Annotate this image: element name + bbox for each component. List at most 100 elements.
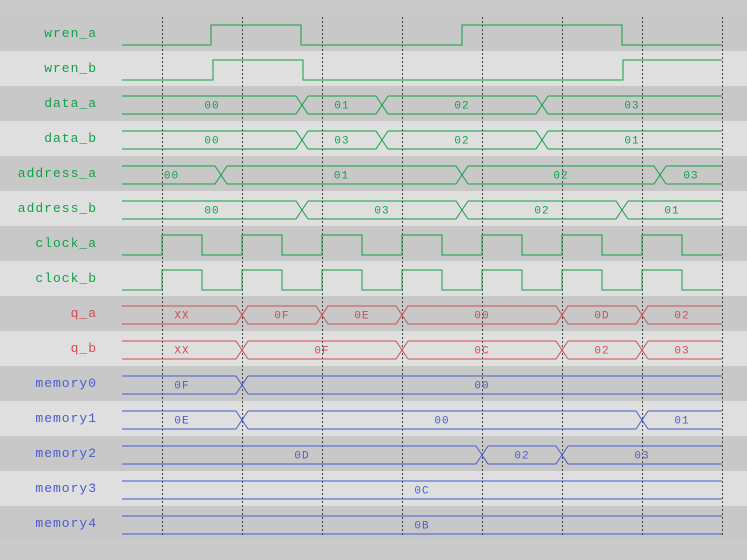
bus-top-data_a bbox=[122, 95, 722, 115]
bus-value-q_b-4: 03 bbox=[674, 346, 689, 358]
bus-value-address_a-1: 01 bbox=[334, 171, 349, 183]
bus-bottom-q_a bbox=[122, 305, 722, 325]
signal-name-memory0[interactable]: memory0 bbox=[35, 376, 97, 391]
bus-value-data_a-2: 02 bbox=[454, 101, 469, 113]
signal-row-stripe-clock_a bbox=[0, 226, 747, 261]
bus-bottom-q_b bbox=[122, 340, 722, 360]
bus-bottom-memory1 bbox=[122, 410, 722, 430]
signal-name-memory3[interactable]: memory3 bbox=[35, 481, 97, 496]
bus-value-memory1-1: 00 bbox=[434, 416, 449, 428]
wave-memory4[interactable]: 0B bbox=[122, 515, 722, 535]
signal-name-data_b[interactable]: data_b bbox=[44, 131, 97, 146]
bus-value-memory0-0: 0F bbox=[174, 381, 189, 393]
bus-bottom-data_b bbox=[122, 130, 722, 150]
signal-name-clock_a[interactable]: clock_a bbox=[35, 236, 97, 251]
bus-value-address_b-2: 02 bbox=[534, 206, 549, 218]
wave-address_b[interactable]: 00 03 02 01 bbox=[122, 200, 722, 220]
signal-row-stripe-wren_a bbox=[0, 16, 747, 51]
bit-wave-wren_a bbox=[122, 24, 722, 46]
bus-bottom-address_a bbox=[122, 165, 722, 185]
signal-name-memory2[interactable]: memory2 bbox=[35, 446, 97, 461]
bit-wave-clock_a bbox=[122, 234, 722, 256]
signal-row-stripe-wren_b bbox=[0, 51, 747, 86]
bus-value-q_b-1: 0F bbox=[314, 346, 329, 358]
bus-value-q_b-0: XX bbox=[174, 346, 189, 358]
bus-top-memory0 bbox=[122, 375, 722, 395]
bus-value-data_a-3: 03 bbox=[624, 101, 639, 113]
bus-value-q_b-2: 0C bbox=[474, 346, 489, 358]
wave-q_b[interactable]: XX 0F 0C 02 03 bbox=[122, 340, 722, 360]
wave-q_a[interactable]: XX 0F 0E 00 0D 02 bbox=[122, 305, 722, 325]
bus-value-memory2-2: 03 bbox=[634, 451, 649, 463]
bus-value-data_b-2: 02 bbox=[454, 136, 469, 148]
wave-memory0[interactable]: 0F 00 bbox=[122, 375, 722, 395]
bus-bottom-data_a bbox=[122, 95, 722, 115]
signal-row-stripe-memory3 bbox=[0, 471, 747, 506]
bus-value-data_a-1: 01 bbox=[334, 101, 349, 113]
signal-name-memory4[interactable]: memory4 bbox=[35, 516, 97, 531]
signal-name-memory1[interactable]: memory1 bbox=[35, 411, 97, 426]
bus-top-q_a bbox=[122, 305, 722, 325]
bit-wave-wren_b bbox=[122, 59, 722, 81]
bus-value-q_b-3: 02 bbox=[594, 346, 609, 358]
signal-name-wren_a[interactable]: wren_a bbox=[44, 26, 97, 41]
bus-value-q_a-5: 02 bbox=[674, 311, 689, 323]
bus-value-q_a-1: 0F bbox=[274, 311, 289, 323]
bus-value-data_b-1: 03 bbox=[334, 136, 349, 148]
signal-name-data_a[interactable]: data_a bbox=[44, 96, 97, 111]
signal-row-stripe-address_a bbox=[0, 156, 747, 191]
bit-wave-clock_b bbox=[122, 269, 722, 291]
bus-value-memory4-0: 0B bbox=[414, 521, 429, 533]
signal-row-stripe-data_b bbox=[0, 121, 747, 156]
signal-name-wren_b[interactable]: wren_b bbox=[44, 61, 97, 76]
wave-clock_b[interactable] bbox=[122, 269, 722, 291]
bus-value-memory1-2: 01 bbox=[674, 416, 689, 428]
bus-value-address_b-3: 01 bbox=[664, 206, 679, 218]
signal-name-address_a[interactable]: address_a bbox=[17, 166, 97, 181]
signal-row-stripe-memory0 bbox=[0, 366, 747, 401]
bus-value-data_a-0: 00 bbox=[204, 101, 219, 113]
bus-value-address_b-0: 00 bbox=[204, 206, 219, 218]
time-gridlines bbox=[162, 17, 723, 536]
signal-row-stripe-q_a bbox=[0, 296, 747, 331]
bus-bottom-memory2 bbox=[122, 445, 722, 465]
wave-clock_a[interactable] bbox=[122, 234, 722, 256]
bus-value-data_b-0: 00 bbox=[204, 136, 219, 148]
wave-address_a[interactable]: 00 01 02 03 bbox=[122, 165, 722, 185]
bus-bottom-address_b bbox=[122, 200, 722, 220]
signal-name-q_b[interactable]: q_b bbox=[70, 341, 97, 356]
bus-value-address_a-2: 02 bbox=[553, 171, 568, 183]
bus-value-memory3-0: 0C bbox=[414, 486, 429, 498]
wave-wren_b[interactable] bbox=[122, 59, 722, 81]
signal-name-address_b[interactable]: address_b bbox=[17, 201, 97, 216]
wave-data_b[interactable]: 00 03 02 01 bbox=[122, 130, 722, 150]
wave-memory2[interactable]: 0D 02 03 bbox=[122, 445, 722, 465]
bus-top-memory1 bbox=[122, 410, 722, 430]
bus-top-q_b bbox=[122, 340, 722, 360]
wave-memory3[interactable]: 0C bbox=[122, 480, 722, 500]
bus-top-address_a bbox=[122, 165, 722, 185]
wave-data_a[interactable]: 00 01 02 03 bbox=[122, 95, 722, 115]
bus-top-address_b bbox=[122, 200, 722, 220]
bus-value-memory2-1: 02 bbox=[514, 451, 529, 463]
wave-memory1[interactable]: 0E 00 01 bbox=[122, 410, 722, 430]
bus-bottom-memory0 bbox=[122, 375, 722, 395]
bus-value-memory1-0: 0E bbox=[174, 416, 189, 428]
signal-row-stripe-data_a bbox=[0, 86, 747, 121]
wave-wren_a[interactable] bbox=[122, 24, 722, 46]
bus-value-address_a-0: 00 bbox=[164, 171, 179, 183]
bus-value-address_a-3: 03 bbox=[683, 171, 698, 183]
signal-name-clock_b[interactable]: clock_b bbox=[35, 271, 97, 286]
bus-top-data_b bbox=[122, 130, 722, 150]
signal-row-stripe-memory4 bbox=[0, 506, 747, 541]
signal-row-stripe-memory1 bbox=[0, 401, 747, 436]
bus-value-q_a-3: 00 bbox=[474, 311, 489, 323]
signal-name-q_a[interactable]: q_a bbox=[70, 306, 97, 321]
bus-value-q_a-0: XX bbox=[174, 311, 189, 323]
signal-row-stripe-memory2 bbox=[0, 436, 747, 471]
bus-value-memory0-1: 00 bbox=[474, 381, 489, 393]
bus-value-address_b-1: 03 bbox=[374, 206, 389, 218]
bus-value-q_a-2: 0E bbox=[354, 311, 369, 323]
bus-top-memory2 bbox=[122, 445, 722, 465]
